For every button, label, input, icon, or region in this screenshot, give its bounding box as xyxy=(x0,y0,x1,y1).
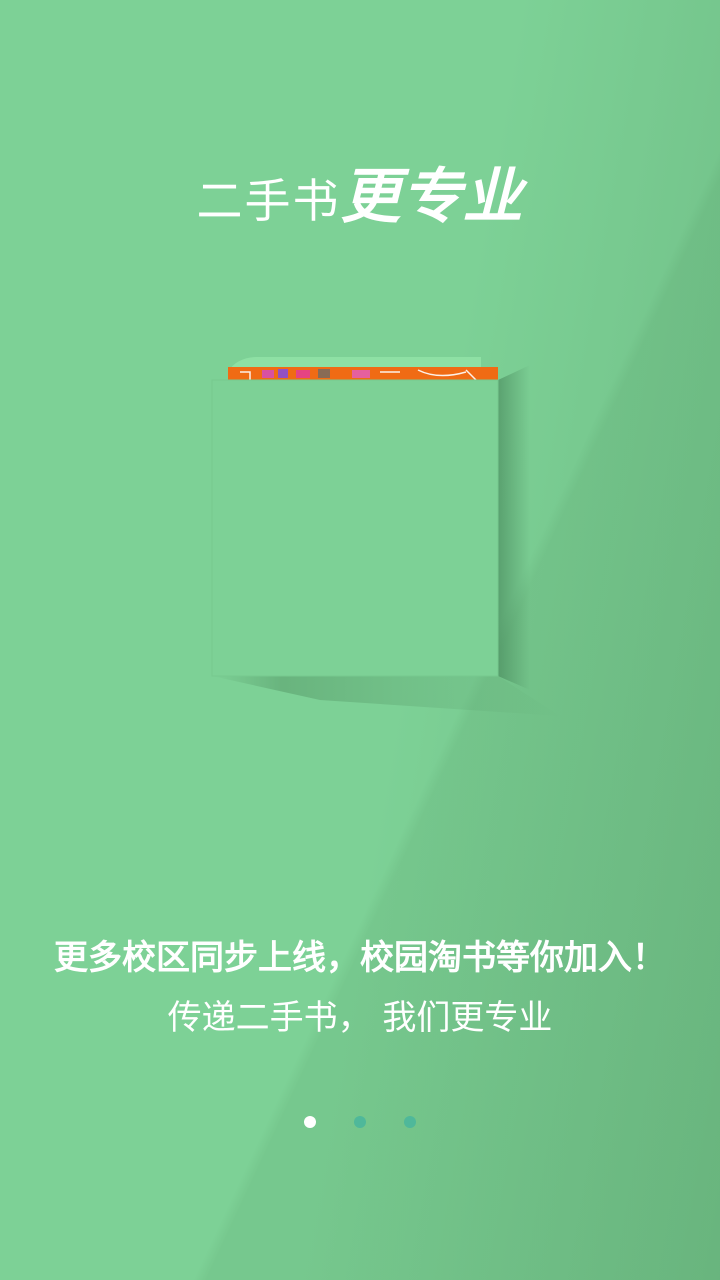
headline: 二手书更专业 xyxy=(0,148,720,235)
page-indicator xyxy=(0,1116,720,1128)
page-dot-3[interactable] xyxy=(404,1116,416,1128)
book-icon xyxy=(211,357,560,716)
tagline-sub: 传递二手书， 我们更专业 xyxy=(167,998,553,1038)
headline-light-text: 二手书 xyxy=(196,174,341,228)
tagline-main: 更多校区同步上线，校园淘书等你加入！ xyxy=(54,938,666,978)
page-dot-1[interactable] xyxy=(304,1116,316,1128)
page-dot-2[interactable] xyxy=(354,1116,366,1128)
headline-bold-text: 更专业 xyxy=(340,162,524,232)
book-illustration xyxy=(211,357,560,716)
